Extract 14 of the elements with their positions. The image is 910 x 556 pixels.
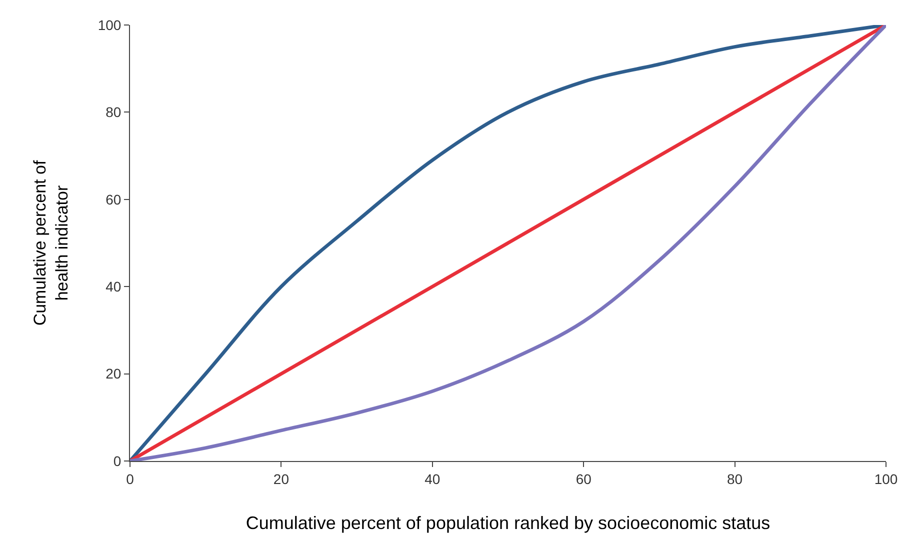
- x-tick-label: 20: [273, 470, 290, 487]
- x-tick-label: 80: [727, 470, 743, 487]
- y-tick-label: 60: [106, 191, 122, 208]
- y-tick-label: 20: [106, 366, 122, 382]
- y-tick-label: 40: [106, 278, 122, 294]
- x-tick-label: 100: [874, 470, 898, 487]
- x-tick-label: 40: [424, 470, 440, 487]
- x-axis-title: Cumulative percent of population ranked by socioeconomic status: [246, 512, 770, 533]
- y-tick-label: 0: [113, 452, 122, 469]
- y-axis-title: Cumulative percent of health indicator: [30, 160, 72, 326]
- x-tick-label: 60: [576, 470, 592, 487]
- y-tick-label: 80: [106, 104, 122, 120]
- x-tick-label: 0: [126, 470, 134, 487]
- y-tick-label: 100: [98, 16, 122, 33]
